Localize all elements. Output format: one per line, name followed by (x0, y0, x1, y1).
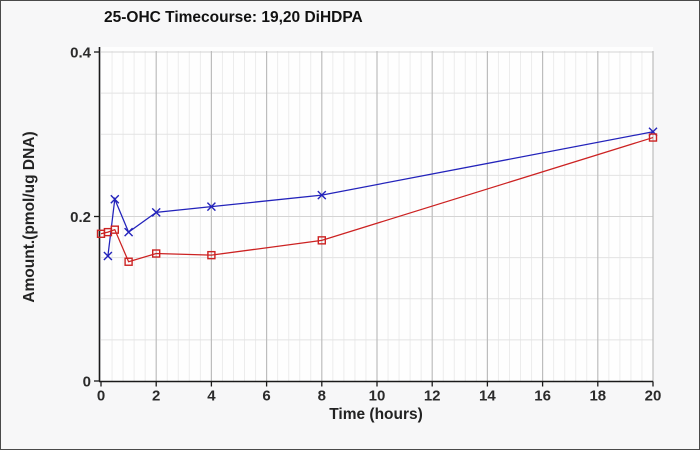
x-tick-label: 14 (479, 388, 496, 405)
y-tick-label: 0.4 (70, 45, 92, 62)
blue-x-series-marker (317, 190, 327, 200)
chart-title: 25-OHC Timecourse: 19,20 DiHDPA (104, 9, 363, 26)
red-square-series-line (100, 136, 654, 263)
x-axis-title: Time (hours) (329, 406, 423, 423)
x-tick-label: 10 (369, 388, 386, 405)
red-square-series-marker (207, 250, 216, 260)
red-square-series-marker (151, 249, 161, 258)
red-square-series-marker (110, 225, 120, 234)
x-tick-label: 8 (318, 388, 326, 405)
x-tick-label: 2 (152, 388, 160, 405)
y-axis-title: Amount.(pmol/ug DNA) (21, 131, 38, 303)
x-tick-label: 4 (207, 388, 216, 405)
x-tick-label: 16 (534, 388, 551, 405)
x-tick-label: 18 (589, 388, 606, 405)
y-tick-label: 0.2 (70, 209, 91, 226)
red-square-series-marker (317, 236, 326, 245)
blue-x-series-marker (124, 227, 134, 237)
x-tick-label: 0 (97, 388, 105, 405)
x-tick-label: 6 (262, 388, 270, 405)
blue-x-series-marker (110, 194, 120, 204)
y-tick-label: 0 (83, 374, 91, 391)
x-tick-label: 12 (424, 388, 441, 405)
blue-x-series-marker (151, 207, 161, 217)
x-tick-label: 20 (645, 388, 662, 405)
blue-x-series-marker (206, 202, 216, 212)
red-square-series-marker (124, 257, 133, 266)
blue-x-series-marker (103, 251, 113, 261)
red-square-series-marker (648, 133, 658, 142)
